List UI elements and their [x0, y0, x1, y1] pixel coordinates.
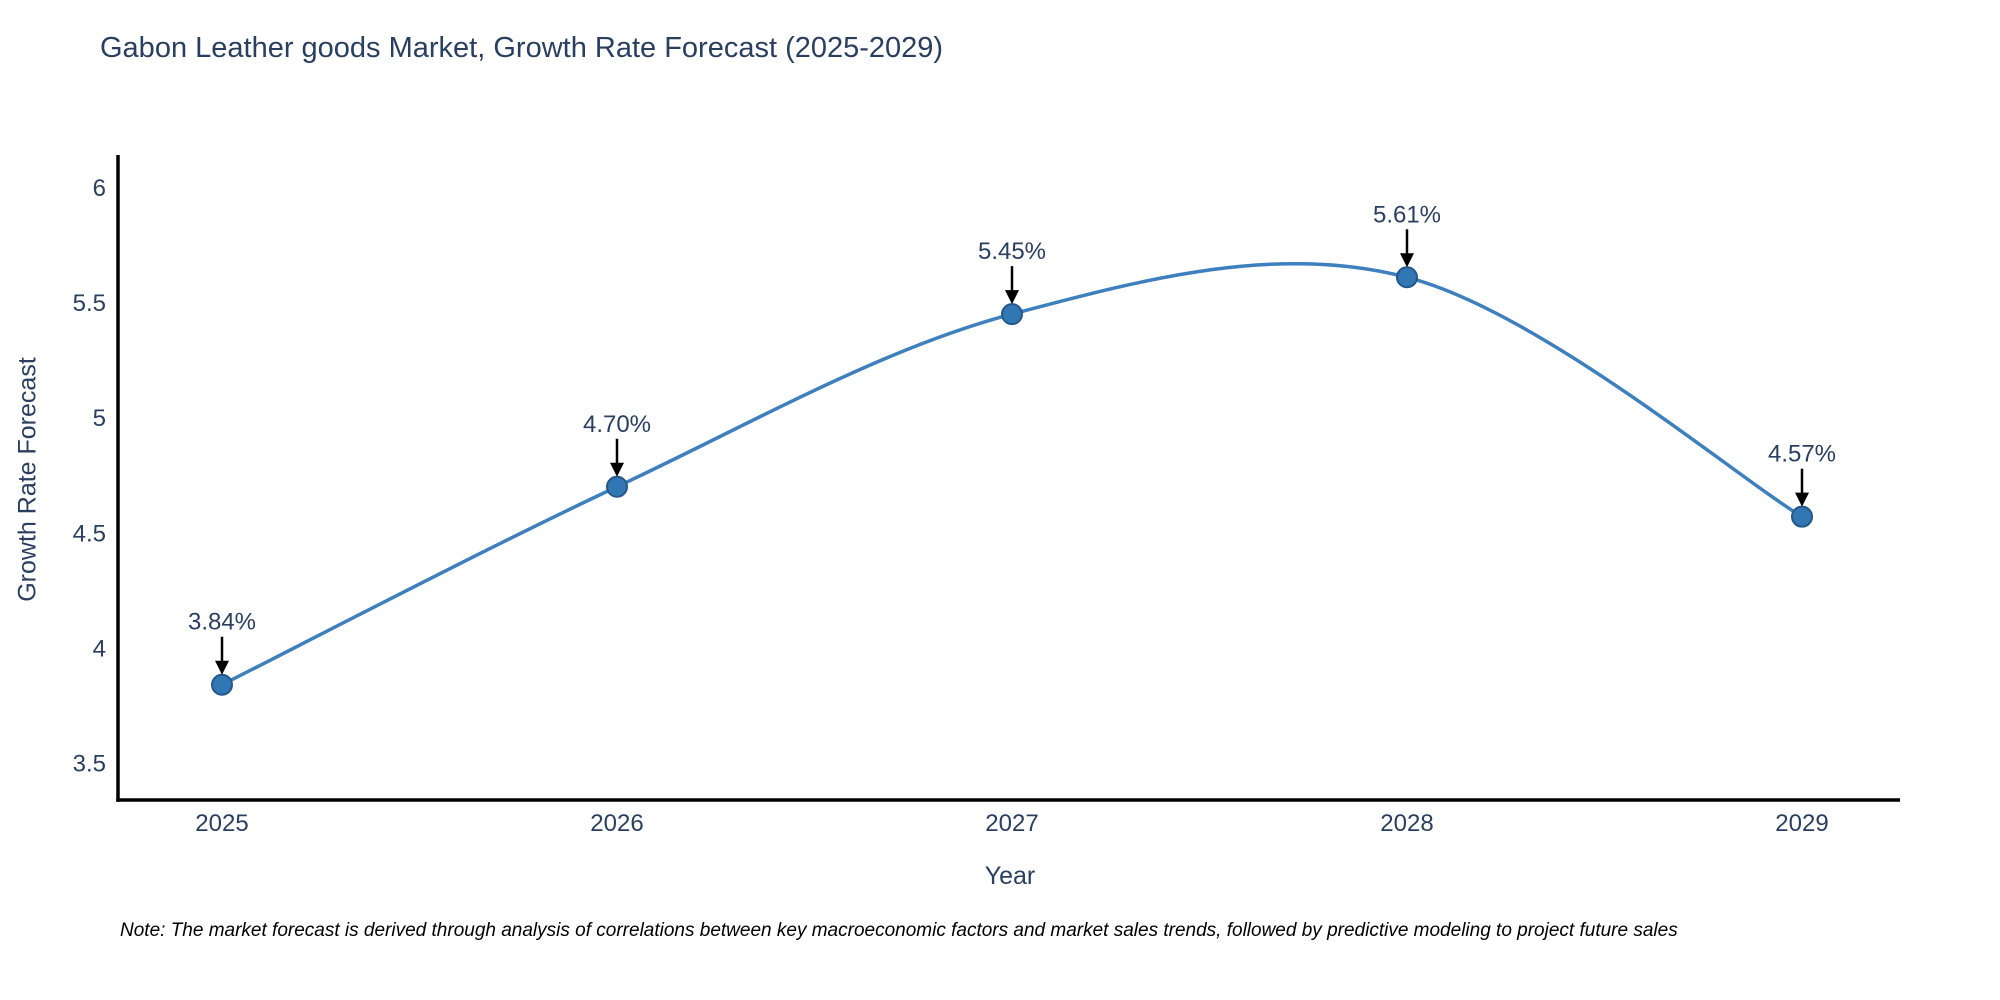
forecast-line	[221, 261, 1803, 687]
point-label: 4.57%	[1768, 441, 1836, 468]
data-point-2026[interactable]	[606, 475, 628, 498]
x-tick-label: 2029	[1775, 810, 1828, 837]
y-tick-label: 3.5	[73, 751, 106, 778]
annotation-arrowhead	[610, 462, 624, 477]
data-point-2025[interactable]	[211, 673, 233, 696]
annotation-arrowhead	[1400, 253, 1414, 268]
annotation-arrowhead	[1795, 492, 1809, 507]
point-label: 5.61%	[1373, 201, 1441, 228]
point-label: 3.84%	[188, 609, 256, 636]
y-tick-label: 4.5	[73, 520, 106, 547]
data-point-2027[interactable]	[1001, 303, 1023, 326]
data-point-2029[interactable]	[1791, 505, 1813, 528]
point-label: 4.70%	[583, 411, 651, 438]
annotation-arrowhead	[1005, 290, 1019, 305]
y-tick-label: 5.5	[73, 290, 106, 317]
chart-title: Gabon Leather goods Market, Growth Rate …	[100, 32, 944, 64]
x-tick-label: 2028	[1380, 810, 1433, 837]
y-tick-label: 4	[93, 635, 106, 662]
y-tick-label: 6	[93, 175, 106, 202]
y-tick-label: 5	[93, 405, 106, 432]
data-point-2028[interactable]	[1396, 266, 1418, 289]
x-tick-label: 2026	[590, 810, 643, 837]
footnote: Note: The market forecast is derived thr…	[120, 920, 1678, 941]
x-tick-label: 2027	[985, 810, 1038, 837]
annotation-arrowhead	[215, 660, 229, 675]
x-tick-label: 2025	[195, 810, 248, 837]
point-label: 5.45%	[978, 238, 1046, 265]
x-axis-title: Year	[984, 862, 1036, 890]
